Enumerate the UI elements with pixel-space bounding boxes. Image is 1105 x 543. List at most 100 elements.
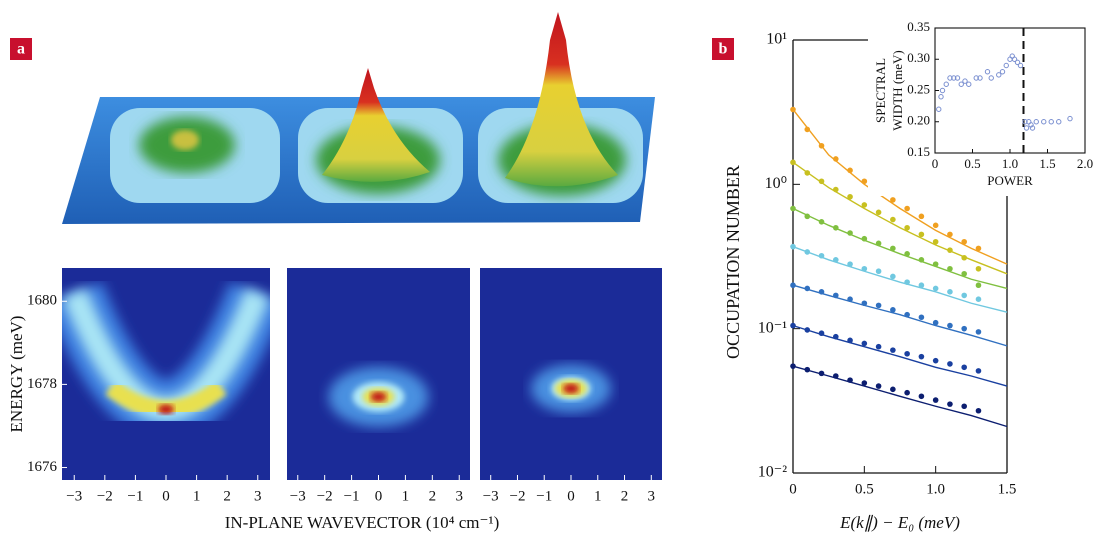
data-point [947, 322, 953, 329]
data-point [1033, 119, 1039, 125]
data-point [904, 279, 910, 285]
data-point [861, 340, 868, 347]
data-point [966, 81, 972, 87]
y-tick-label: 10⁰ [765, 175, 787, 192]
data-point [1041, 119, 1047, 125]
data-point [939, 87, 946, 94]
x-tick-label: 2 [621, 488, 629, 504]
x-axis-label: POWER [987, 173, 1033, 188]
fit-line [792, 284, 1008, 347]
y-tick-label: 10⁻¹ [758, 319, 787, 336]
peak-spot [370, 391, 387, 402]
y-tick-label: 0.25 [907, 81, 930, 96]
x-tick-label: 1 [193, 488, 201, 504]
data-point [1028, 122, 1034, 128]
data-point [932, 397, 939, 403]
data-point [975, 282, 982, 289]
data-point [804, 327, 811, 333]
inset-background [868, 4, 1102, 196]
data-point [904, 224, 910, 231]
data-point [818, 330, 825, 337]
data-point [932, 357, 939, 364]
data-point [847, 377, 853, 383]
x-tick-label: 0 [162, 488, 170, 504]
data-point [932, 238, 939, 245]
data-point [890, 197, 896, 203]
x-tick-label: 1.5 [1039, 156, 1055, 171]
data-point [890, 347, 896, 353]
data-point [875, 383, 882, 389]
data-point [961, 254, 967, 261]
surface-plots [62, 12, 655, 224]
panel-label: b [719, 41, 728, 58]
data-point [975, 329, 982, 335]
data-point [861, 235, 868, 242]
data-point [847, 337, 853, 344]
data-point [904, 350, 910, 357]
data-point [988, 75, 994, 81]
y-tick-label: 10⁻² [758, 464, 787, 481]
x-tick-label: 1 [594, 488, 602, 504]
data-point [975, 368, 982, 374]
data-point [847, 296, 853, 303]
data-point [1017, 62, 1024, 69]
data-point [1011, 56, 1018, 62]
data-point [790, 363, 796, 369]
data-point [947, 247, 953, 253]
data-point [961, 270, 967, 277]
data-point [958, 81, 964, 87]
y-tick-label: 1678 [27, 376, 57, 392]
data-point [961, 403, 967, 410]
x-tick-label: −2 [509, 488, 525, 504]
data-point [904, 311, 910, 318]
x-tick-label: −1 [127, 488, 143, 504]
data-point [975, 296, 982, 303]
y-tick-label: 10¹ [766, 31, 787, 48]
peak-spot [563, 383, 579, 394]
data-point [975, 245, 982, 252]
data-point [1067, 115, 1073, 122]
data-point [961, 325, 967, 332]
data-point [833, 224, 839, 231]
data-point [975, 265, 982, 272]
data-point [804, 213, 811, 220]
data-point [904, 251, 910, 257]
fit-line [792, 245, 1008, 313]
data-point [790, 243, 796, 250]
x-tick-label: 0 [567, 488, 575, 504]
data-point [847, 261, 853, 267]
data-point [875, 268, 882, 275]
data-point [790, 106, 796, 113]
data-point [918, 231, 925, 238]
data-point [932, 319, 939, 326]
x-tick-label: 0 [932, 156, 939, 171]
surface-peak [505, 12, 618, 187]
data-point [1003, 62, 1009, 69]
x-tick-label: 0 [789, 481, 797, 497]
x-tick-label: 1 [402, 488, 410, 504]
data-point [890, 273, 896, 280]
data-point [947, 265, 953, 272]
x-tick-label: −1 [344, 488, 360, 504]
y-tick-label: 0.30 [907, 50, 930, 65]
y-tick-label: 0.20 [907, 113, 930, 128]
data-point [938, 94, 944, 100]
y-axis-label: SPECTRAL [873, 58, 888, 123]
data-point [954, 75, 961, 81]
data-point [790, 205, 796, 212]
data-point [1014, 59, 1021, 66]
data-point [932, 261, 939, 267]
y-tick-label: 0.15 [907, 144, 930, 159]
data-point [847, 230, 853, 236]
data-point [947, 361, 953, 367]
data-point [818, 178, 825, 185]
fit-line [792, 109, 1008, 265]
data-point [804, 249, 811, 255]
data-point [833, 333, 839, 340]
y-axis-label: ENERGY (meV) [7, 316, 26, 433]
x-tick-label: 1.0 [1002, 156, 1018, 171]
data-point [818, 219, 825, 225]
x-tick-label: 3 [648, 488, 656, 504]
data-point [804, 170, 811, 176]
data-point [833, 186, 839, 193]
